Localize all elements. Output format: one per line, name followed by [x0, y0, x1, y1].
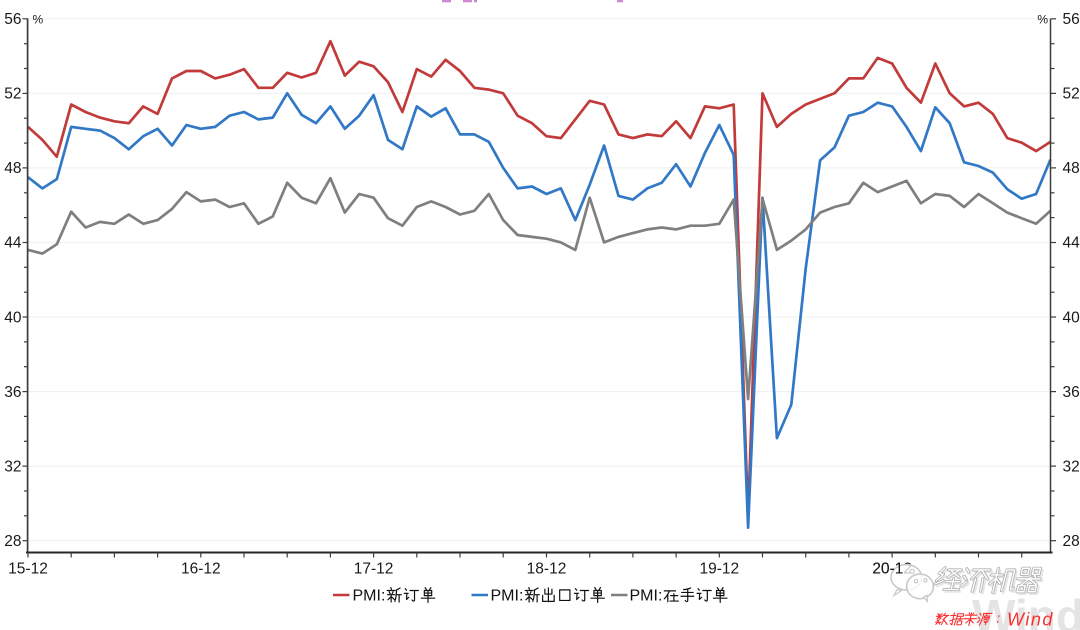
svg-text:56: 56 [1063, 11, 1080, 28]
svg-text:32: 32 [4, 458, 21, 475]
svg-text:PMI:: PMI: [353, 588, 386, 605]
svg-text:Wind: Wind [1007, 610, 1054, 630]
svg-text:52: 52 [1063, 86, 1080, 103]
svg-text:32: 32 [1063, 458, 1080, 475]
svg-text:56: 56 [4, 11, 21, 28]
svg-text:36: 36 [1063, 384, 1080, 401]
svg-text:PMI:: PMI: [491, 588, 524, 605]
svg-text:15-12: 15-12 [8, 561, 48, 578]
svg-text:18-12: 18-12 [527, 561, 567, 578]
svg-text:44: 44 [1063, 235, 1080, 252]
svg-text:17-12: 17-12 [354, 561, 394, 578]
svg-text:48: 48 [1063, 160, 1080, 177]
svg-text:20-1: 20-1 [872, 561, 903, 578]
svg-text:PMI:: PMI: [630, 588, 663, 605]
svg-text:40: 40 [1063, 309, 1080, 326]
svg-text:%: % [1037, 13, 1048, 27]
svg-text:44: 44 [4, 235, 22, 252]
svg-text:Wind: Wind [972, 590, 1080, 630]
svg-text:28: 28 [1063, 533, 1080, 550]
svg-text:16-12: 16-12 [181, 561, 221, 578]
svg-text:52: 52 [4, 86, 21, 103]
svg-text:40: 40 [4, 309, 22, 326]
svg-text:28: 28 [4, 533, 21, 550]
svg-text:19-12: 19-12 [699, 561, 739, 578]
svg-text:48: 48 [4, 160, 21, 177]
svg-text:%: % [33, 13, 44, 27]
svg-text:36: 36 [4, 384, 21, 401]
